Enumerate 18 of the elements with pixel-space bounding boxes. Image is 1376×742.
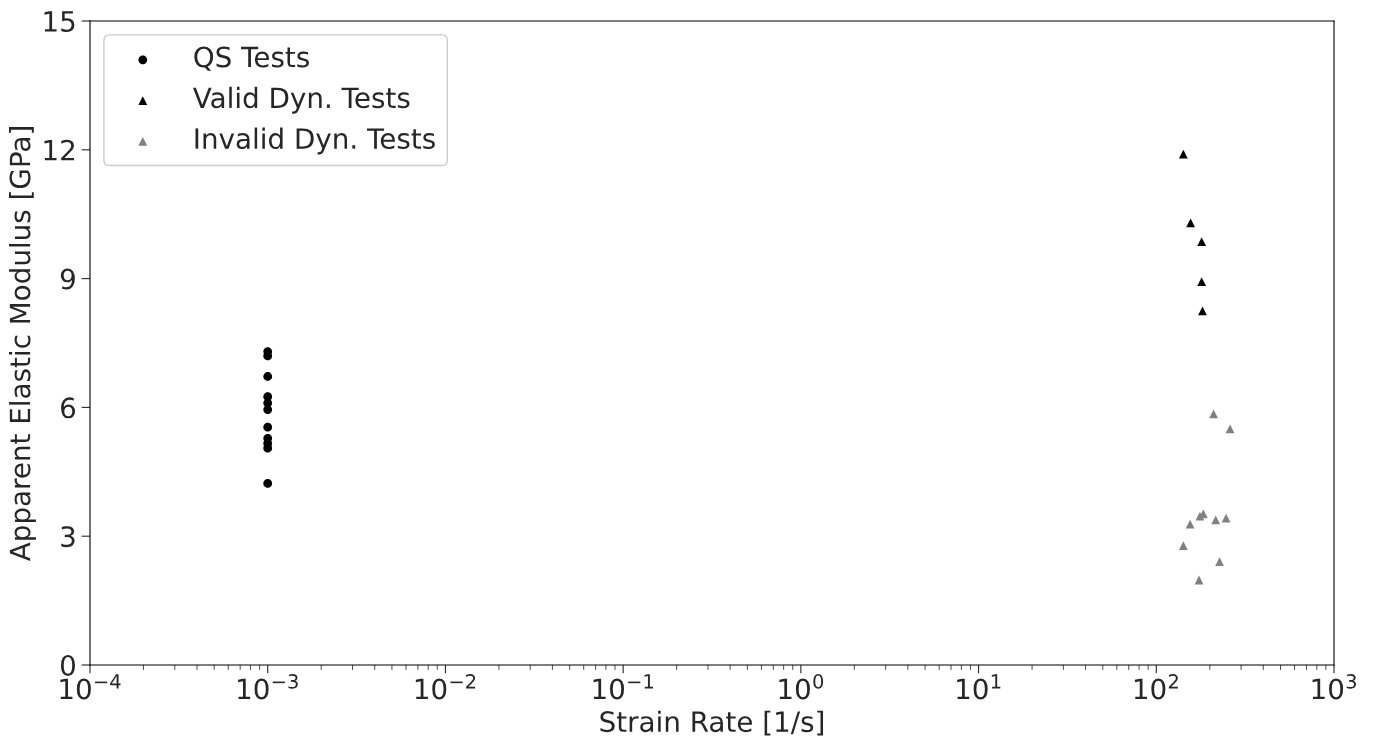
x-tick-label: 10$^{−1}$: [593, 674, 653, 700]
y-axis-title: Apparent Elastic Modulus [GPa]: [9, 127, 36, 562]
x-tick-label: 10$^{0}$: [779, 674, 824, 700]
y-tick-label: 0: [60, 654, 75, 676]
y-tick-label: 3: [61, 526, 75, 548]
x-tick-label: 10$^{−3}$: [238, 674, 298, 700]
legend-label: QS Tests: [194, 46, 309, 71]
y-tick-label: 15: [44, 11, 75, 32]
legend-label: Invalid Dyn. Tests: [195, 127, 435, 155]
x-tick-label: 10$^{3}$: [1312, 674, 1356, 700]
y-tick-label: 9: [60, 268, 75, 290]
x-tick-label: 10$^{2}$: [1134, 674, 1178, 700]
x-axis-title: Strain Rate [1/s]: [600, 710, 824, 736]
x-tick-label: 10$^{1}$: [957, 674, 1001, 700]
x-tick-label: 10$^{−2}$: [415, 674, 476, 700]
legend-label: Valid Dyn. Tests: [192, 86, 410, 114]
y-tick-label: 6: [61, 397, 76, 419]
y-tick-label: 12: [44, 139, 75, 161]
